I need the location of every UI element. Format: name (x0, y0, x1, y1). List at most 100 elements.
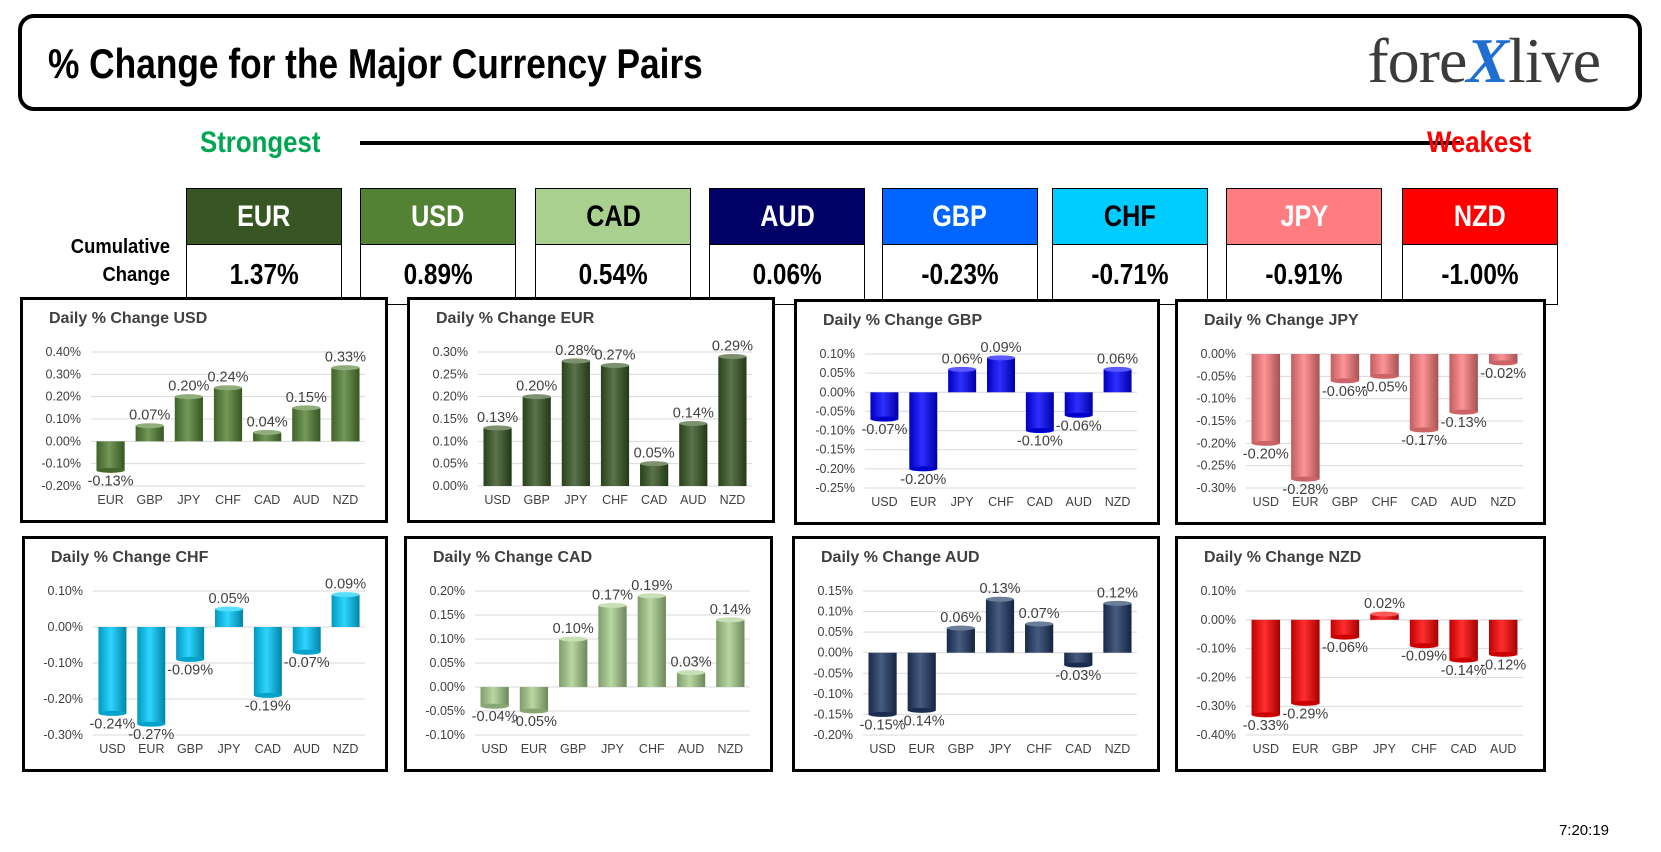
bar-value-label: 0.04% (247, 414, 288, 430)
y-tick-label: 0.10% (433, 434, 468, 448)
bar-chart: 0.40% 0.30% 0.20% 0.10% 0.00% -0.10% -0.20% -0.… (41, 345, 366, 507)
bar (96, 441, 125, 471)
rank-cumulative-value-text: -1.00% (1441, 259, 1519, 291)
bar-value-label: 0.05% (208, 591, 249, 607)
rank-cell-eur: EUR 1.37% (186, 188, 342, 305)
rank-cumulative-value: 0.89% (361, 245, 515, 306)
y-tick-label: 0.00% (1201, 613, 1236, 627)
cumulative-change-label: Cumulative Change (61, 233, 170, 289)
bar-value-label: 0.28% (555, 343, 596, 359)
y-tick-label: -0.10% (41, 457, 81, 471)
rank-currency-code-text: GBP (932, 200, 988, 233)
chart-panel-3: Daily % Change GBP 0.10% 0.05% 0.00% -0.05% -… (794, 299, 1160, 525)
bar-value-label: -0.07% (284, 655, 330, 671)
bar (1330, 619, 1360, 638)
bar-cap (519, 708, 549, 714)
logo-right-text: live (1508, 25, 1601, 96)
bar-cap (1449, 657, 1478, 663)
bar (909, 392, 938, 469)
rank-currency-code: EUR (187, 189, 341, 245)
bar (483, 427, 512, 486)
x-tick-label: CAD (641, 493, 667, 507)
y-tick-label: 0.15% (433, 412, 468, 426)
x-tick-label: NZD (718, 742, 744, 756)
bar-value-label: -0.33% (1243, 718, 1289, 734)
bar-cap (1103, 600, 1132, 606)
bar (519, 687, 549, 711)
bar (253, 627, 282, 696)
bar (637, 595, 666, 687)
bar-value-label: -0.15% (860, 717, 906, 733)
bar-value-label: 0.15% (286, 390, 327, 406)
bar-value-label: 0.19% (631, 578, 672, 594)
bar-value-label: 0.13% (477, 410, 518, 426)
bar-value-label: -0.05% (1362, 379, 1408, 395)
y-tick-label: -0.20% (1196, 436, 1236, 450)
bar (1330, 354, 1360, 381)
bar (292, 627, 321, 653)
bar (868, 652, 897, 715)
bar-value-label: 0.13% (979, 581, 1020, 597)
bar (331, 594, 360, 627)
bar (716, 619, 745, 687)
bar (215, 609, 243, 627)
bar-cap (946, 625, 975, 631)
x-tick-label: AUD (294, 742, 320, 756)
bar (600, 365, 630, 486)
bar-value-label: 0.20% (168, 379, 209, 395)
bar-cap (1488, 360, 1518, 366)
bar-value-label: -0.17% (1401, 433, 1447, 449)
chart-panel-7: Daily % Change AUD 0.15% 0.10% 0.05% 0.00% -0… (792, 536, 1160, 772)
bar-value-label: 0.33% (325, 350, 366, 366)
bar-cap (1251, 440, 1281, 446)
bar-value-label: -0.28% (1282, 482, 1328, 498)
bar-cap (1251, 712, 1281, 718)
y-tick-label: -0.10% (813, 687, 853, 701)
x-tick-label: CHF (1026, 742, 1052, 756)
x-tick-label: GBP (948, 742, 974, 756)
bar (98, 627, 127, 714)
y-tick-label: 0.05% (433, 457, 468, 471)
bar-cap (909, 466, 938, 472)
x-tick-label: CAD (1450, 742, 1476, 756)
y-tick-label: 0.00% (430, 680, 465, 694)
bar-value-label: -0.07% (861, 422, 907, 438)
rank-currency-code: CHF (1053, 189, 1207, 245)
x-tick-label: GBP (1332, 495, 1358, 509)
rank-cumulative-value: -1.00% (1403, 245, 1557, 306)
chart-title: Daily % Change NZD (1204, 549, 1362, 566)
x-tick-label: CHF (1411, 742, 1437, 756)
bar (253, 432, 282, 442)
chart-title: Daily % Change USD (49, 310, 208, 327)
y-tick-label: -0.10% (425, 728, 465, 742)
y-tick-label: -0.20% (41, 479, 81, 493)
chart-title: Daily % Change AUD (821, 549, 980, 566)
bar-cap (292, 405, 321, 411)
y-tick-label: 0.20% (46, 390, 81, 404)
bar-value-label: 0.06% (1097, 351, 1138, 367)
bar-cap (718, 353, 747, 359)
y-tick-label: 0.10% (820, 347, 855, 361)
y-tick-label: -0.30% (1196, 699, 1236, 713)
rank-cumulative-value-text: -0.91% (1265, 259, 1343, 291)
logo-left-text: fore (1367, 25, 1467, 96)
rank-cumulative-value-text: 0.06% (752, 259, 822, 291)
x-tick-label: JPY (218, 742, 242, 756)
y-tick-label: -0.25% (815, 481, 855, 495)
cumulative-label-line1: Cumulative (70, 236, 170, 258)
rank-cell-chf: CHF -0.71% (1052, 188, 1208, 305)
bar (640, 463, 669, 486)
rank-currency-code-text: CAD (585, 200, 641, 233)
y-tick-label: 0.15% (430, 608, 465, 622)
bar (559, 639, 588, 687)
y-tick-label: 0.10% (818, 605, 853, 619)
y-tick-label: -0.15% (815, 443, 855, 457)
bar (870, 392, 899, 420)
chart-panel-2: Daily % Change EUR 0.30% 0.25% 0.20% 0.15% 0.… (407, 297, 775, 523)
bar-cap (600, 362, 630, 368)
rank-cumulative-value: 1.37% (187, 245, 341, 306)
x-tick-label: CAD (1411, 495, 1437, 509)
x-tick-label: EUR (910, 495, 936, 509)
bar (1064, 652, 1093, 666)
bar-cap (174, 394, 203, 400)
